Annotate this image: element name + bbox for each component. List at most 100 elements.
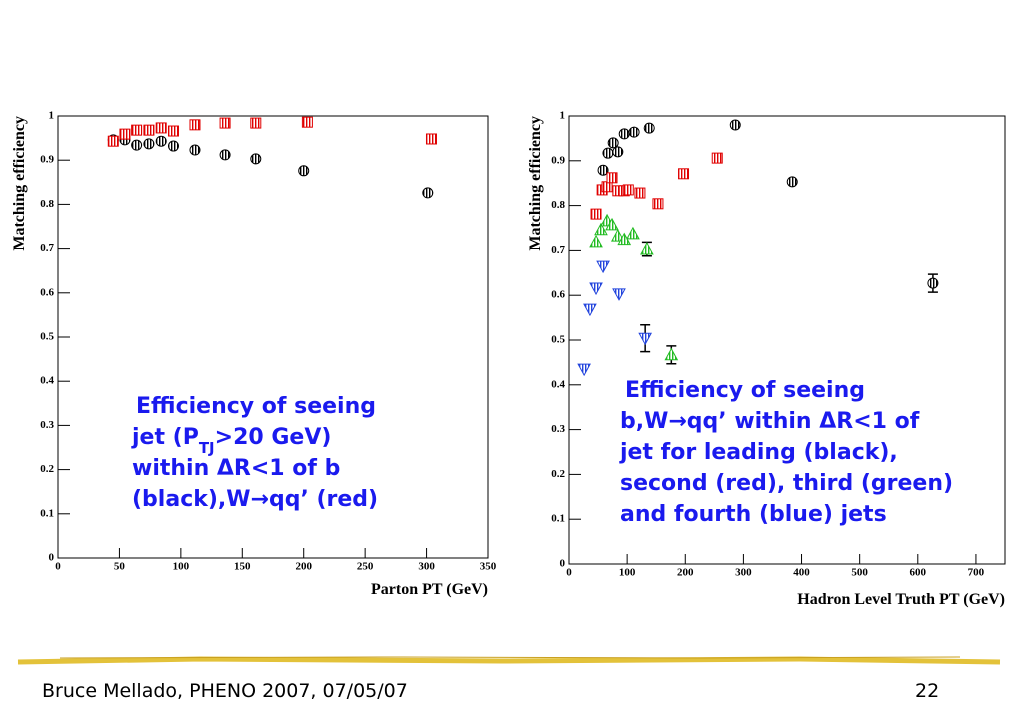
data-point <box>155 122 167 134</box>
x-tick-label: 150 <box>234 561 251 573</box>
x-tick-label: 100 <box>173 561 190 573</box>
annotation-line: jet for leading (black), <box>619 440 898 465</box>
annotation-text: >20 GeV) <box>215 425 332 450</box>
x-tick-label: 200 <box>677 567 694 579</box>
annotation-line: second (red), third (green) <box>620 471 953 496</box>
y-tick-label: 0.2 <box>551 468 565 480</box>
data-point <box>607 137 619 149</box>
annotation-line: b,W→qq’ within ΔR<1 of <box>620 409 920 434</box>
data-point <box>590 208 602 220</box>
annotation-text: second (red), third (green) <box>620 471 953 496</box>
x-tick-label: 500 <box>851 567 868 579</box>
data-point <box>597 164 609 176</box>
x-tick-label: 0 <box>55 561 61 573</box>
y-tick-label: 1 <box>560 110 566 122</box>
data-point <box>167 125 179 137</box>
data-point <box>605 217 619 231</box>
annotation-line: (black),W→qq’ (red) <box>132 487 378 512</box>
annotation-text: within ΔR<1 of b <box>132 456 340 481</box>
data-point <box>131 124 143 136</box>
x-tick-label: 400 <box>793 567 810 579</box>
data-point <box>577 363 591 377</box>
x-tick-label: 100 <box>619 567 636 579</box>
data-point <box>622 184 634 196</box>
annotation-line: Efficiency of seeing <box>625 378 865 403</box>
y-axis-title: Matching efficiency <box>527 116 544 251</box>
data-point <box>425 133 437 145</box>
data-point <box>602 147 614 159</box>
footer-left: Bruce Mellado, PHENO 2007, 07/05/07 <box>42 680 408 702</box>
data-point <box>167 140 179 152</box>
y-tick-label: 1 <box>49 110 55 122</box>
data-point <box>250 117 262 129</box>
y-tick-label: 0.3 <box>551 423 565 435</box>
annotation-text: Efficiency of seeing <box>625 378 865 403</box>
footer-rule <box>17 656 1001 665</box>
x-tick-label: 200 <box>295 561 312 573</box>
data-point <box>643 122 655 134</box>
data-point <box>143 138 155 150</box>
data-point <box>711 152 723 164</box>
y-tick-label: 0.4 <box>40 375 54 387</box>
data-point <box>219 117 231 129</box>
annotation-line: Efficiency of seeing <box>136 394 376 419</box>
y-tick-label: 0.7 <box>551 244 565 256</box>
annotation-text: jet for leading (black), <box>619 440 898 465</box>
annotation-line: jet (PTJ>20 GeV) <box>131 425 331 457</box>
data-point <box>626 226 640 240</box>
x-tick-label: 700 <box>968 567 985 579</box>
data-point <box>301 116 313 128</box>
x-tick-label: 350 <box>480 561 497 573</box>
data-point <box>618 128 630 140</box>
y-tick-label: 0.6 <box>40 286 54 298</box>
data-point <box>612 288 626 301</box>
y-tick-label: 0.9 <box>40 154 54 166</box>
y-tick-label: 0.5 <box>40 331 54 343</box>
y-tick-label: 0.2 <box>40 463 54 475</box>
data-point <box>589 234 603 248</box>
x-tick-label: 50 <box>114 561 126 573</box>
data-point <box>678 168 690 180</box>
data-point <box>612 146 624 158</box>
annotation-text: (black),W→qq’ (red) <box>132 487 378 512</box>
data-point <box>628 126 640 138</box>
annotation-text: Efficiency of seeing <box>136 394 376 419</box>
data-point <box>583 303 597 317</box>
annotation-subscript: TJ <box>199 439 215 457</box>
data-point <box>219 149 231 161</box>
data-point <box>652 198 664 210</box>
footer-page: 22 <box>915 680 939 702</box>
data-point <box>640 242 654 255</box>
data-point <box>610 229 625 242</box>
y-tick-label: 0.1 <box>40 507 54 519</box>
annotation-text: b,W→qq’ within ΔR<1 of <box>620 409 920 434</box>
data-point <box>298 165 310 177</box>
x-tick-label: 300 <box>418 561 435 573</box>
footer-rule-shade <box>59 656 961 659</box>
data-point <box>131 139 143 151</box>
y-tick-label: 0.6 <box>551 289 565 301</box>
annotation-line: and fourth (blue) jets <box>620 502 887 527</box>
annotation-text: and fourth (blue) jets <box>620 502 887 527</box>
data-point <box>606 172 618 184</box>
y-tick-label: 0.8 <box>40 198 54 210</box>
data-point <box>189 144 201 156</box>
data-point <box>729 119 741 131</box>
y-tick-label: 0 <box>560 558 566 570</box>
data-point <box>638 332 652 346</box>
data-point <box>786 176 798 188</box>
data-point <box>664 347 679 361</box>
y-axis-title: Matching efficiency <box>11 116 28 251</box>
data-point <box>589 282 603 296</box>
data-point <box>189 119 201 131</box>
data-point <box>634 187 646 199</box>
annotation-line: within ΔR<1 of b <box>132 456 340 481</box>
data-point <box>927 277 939 289</box>
y-tick-label: 0.9 <box>551 154 565 166</box>
x-tick-label: 250 <box>357 561 374 573</box>
y-tick-label: 0.7 <box>40 242 54 254</box>
y-tick-label: 0.1 <box>551 513 565 525</box>
y-tick-label: 0.4 <box>551 378 565 390</box>
data-point <box>250 153 262 165</box>
